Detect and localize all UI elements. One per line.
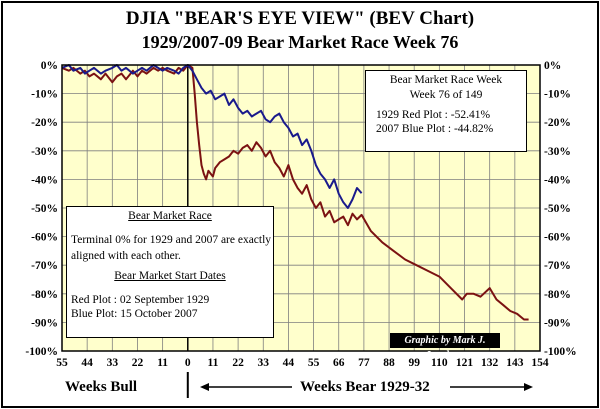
bear-arrow-right-head (524, 383, 533, 391)
y-tick-label-left: -40% (31, 174, 58, 186)
x-tick-label: 11 (208, 357, 219, 369)
x-tick-label: 88 (383, 357, 395, 369)
y-tick-label-left: -10% (31, 89, 58, 101)
race-info-text: Terminal 0% for 1929 and 2007 are exactl… (71, 234, 272, 262)
y-tick-label-left: -60% (31, 232, 58, 244)
bear-arrow-left-head (200, 383, 209, 391)
y-tick-label-left: -30% (31, 146, 58, 158)
y-tick-label-left: -90% (31, 317, 58, 329)
race-week-count: Week 76 of 149 (409, 89, 483, 101)
blue-plot-line (61, 64, 363, 209)
y-tick-label-left: -70% (31, 260, 58, 272)
weeks-bull-label: Weeks Bull (65, 379, 138, 395)
y-tick-label-right: 0% (544, 60, 561, 72)
blue-start-date: Blue Plot: 15 October 2007 (71, 308, 198, 320)
red-plot-line (61, 64, 529, 321)
x-tick-label: 154 (531, 357, 549, 369)
blue-plot-value: 2007 Blue Plot : -44.82% (376, 123, 494, 135)
y-tick-label-right: -20% (544, 117, 571, 129)
chart-subtitle: 1929/2007-09 Bear Market Race Week 76 (141, 32, 459, 52)
y-tick-label-right: -90% (544, 317, 571, 329)
red-start-date: Red Plot : 02 September 1929 (71, 294, 210, 306)
x-tick-label: 143 (506, 357, 524, 369)
x-tick-label: 77 (358, 357, 370, 369)
credit-label: Graphic by Mark J. Lundeen (390, 333, 500, 361)
x-tick-label: 22 (232, 357, 244, 369)
x-tick-label: 110 (431, 357, 448, 369)
y-tick-label-right: -80% (544, 289, 571, 301)
race-week-box: Bear Market Race Week Week 76 of 149 192… (365, 70, 527, 152)
y-tick-label-right: -30% (544, 146, 571, 158)
y-tick-label-left: 0% (41, 60, 58, 72)
x-tick-label: 121 (456, 357, 474, 369)
chart-title: DJIA "BEAR'S EYE VIEW" (BEV Chart) (125, 8, 475, 29)
weeks-bear-label: Weeks Bear 1929-32 (300, 379, 430, 395)
x-tick-label: 55 (308, 357, 320, 369)
x-tick-label: 33 (258, 357, 270, 369)
start-dates-header: Bear Market Start Dates (114, 270, 226, 282)
race-week-title: Bear Market Race Week (389, 74, 503, 86)
y-tick-label-right: -60% (544, 232, 571, 244)
race-info-box: Bear Market Race Terminal 0% for 1929 an… (66, 206, 274, 338)
y-tick-label-left: -100% (25, 346, 58, 358)
x-tick-label: 44 (81, 357, 93, 369)
y-tick-label-right: -40% (544, 174, 571, 186)
x-tick-label: 99 (408, 357, 420, 369)
x-tick-label: 66 (333, 357, 345, 369)
plot-border (61, 64, 541, 352)
data-series (61, 64, 529, 321)
x-tick-label: 11 (157, 357, 168, 369)
x-tick-label: 22 (132, 357, 144, 369)
y-tick-label-right: -70% (544, 260, 571, 272)
y-tick-label-left: -50% (31, 203, 58, 215)
tick-labels: 0% 0% -10% -10% -20% -20% -30% -30% -40% -40% -50%… (25, 60, 576, 369)
x-tick-label: 132 (481, 357, 499, 369)
red-plot-value: 1929 Red Plot : -52.41% (376, 109, 491, 121)
x-tick-label: 0 (185, 357, 191, 369)
x-tick-label: 55 (56, 357, 68, 369)
x-tick-label: 44 (283, 357, 295, 369)
race-info-header: Bear Market Race (128, 210, 212, 222)
y-tick-label-left: -20% (31, 117, 58, 129)
y-tick-label-right: -100% (544, 346, 577, 358)
y-tick-label-left: -80% (31, 289, 58, 301)
y-tick-label-right: -10% (544, 89, 571, 101)
bottom-arrows (186, 372, 533, 398)
y-tick-label-right: -50% (544, 203, 571, 215)
x-tick-label: 33 (107, 357, 119, 369)
